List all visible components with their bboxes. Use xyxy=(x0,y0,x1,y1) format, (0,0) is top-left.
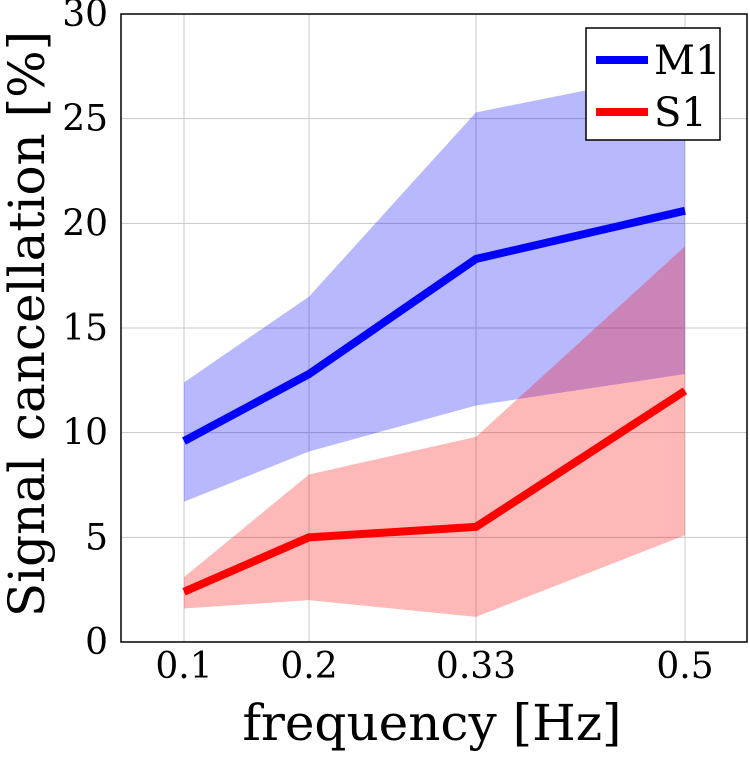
y-tick-label: 30 xyxy=(62,0,108,35)
legend-label-m1: M1 xyxy=(654,38,720,84)
y-tick-labels: 0 5 10 15 20 25 30 xyxy=(62,0,108,663)
legend-box xyxy=(585,27,721,141)
y-tick-label: 5 xyxy=(85,517,108,558)
x-axis-title: frequency [Hz] xyxy=(242,694,621,752)
line-s1 xyxy=(182,387,688,596)
legend-label-s1: S1 xyxy=(654,90,707,136)
x-tick-label: 0.5 xyxy=(656,646,713,687)
x-tick-label: 0.2 xyxy=(280,646,337,687)
y-tick-label: 15 xyxy=(62,308,108,349)
y-tick-label: 25 xyxy=(62,99,108,140)
y-tick-label: 10 xyxy=(62,413,108,454)
series-lines xyxy=(182,206,688,596)
y-tick-label: 0 xyxy=(85,622,108,663)
band-s1 xyxy=(184,246,685,617)
plot-frame xyxy=(120,13,748,643)
x-tick-label: 0.33 xyxy=(436,646,516,687)
confidence-bands xyxy=(184,70,685,617)
x-tick-labels: 0.1 0.2 0.33 0.5 xyxy=(155,646,713,687)
y-tick-label: 20 xyxy=(62,203,108,244)
x-tick-label: 0.1 xyxy=(155,646,212,687)
line-m1 xyxy=(182,206,686,445)
y-axis-title: Signal cancellation [%] xyxy=(0,31,56,617)
